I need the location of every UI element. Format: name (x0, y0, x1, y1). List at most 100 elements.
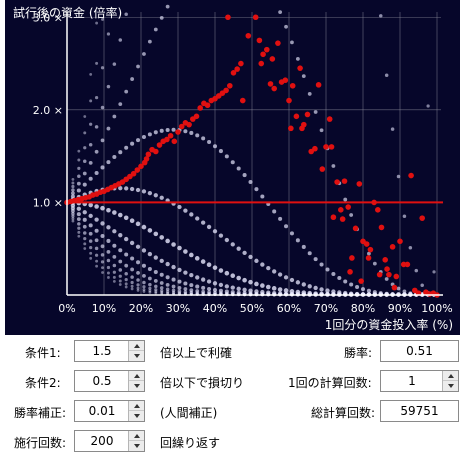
result-point (143, 156, 150, 162)
simulation-point (94, 253, 99, 257)
result-point (239, 97, 246, 104)
trials-spinner[interactable] (74, 430, 145, 452)
cond1-spinner[interactable] (74, 340, 145, 362)
cond1-increment-button[interactable] (129, 341, 144, 351)
calc-per-run-spin-buttons[interactable] (442, 371, 458, 391)
x-tick-label: 70% (314, 302, 338, 315)
grid (67, 12, 441, 295)
simulation-point (295, 289, 301, 295)
simulation-point (260, 289, 265, 295)
simulation-point (71, 188, 75, 192)
simulation-point (248, 179, 253, 185)
simulation-point (325, 267, 330, 272)
simulation-point (200, 277, 206, 282)
simulation-point (165, 282, 170, 287)
simulation-point (242, 291, 247, 296)
simulation-point (183, 290, 188, 294)
cond2-increment-button[interactable] (129, 371, 144, 381)
simulation-point (124, 252, 129, 257)
simulation-point (88, 143, 93, 147)
simulation-point (272, 269, 277, 274)
simulation-point (153, 279, 158, 283)
simulation-point (266, 290, 271, 295)
result-point (153, 148, 159, 155)
simulation-point (242, 250, 247, 256)
simulation-point (153, 270, 158, 275)
simulation-point (159, 235, 165, 240)
chevron-down-icon (133, 384, 140, 388)
simulation-point (135, 221, 141, 227)
calc-per-run-spinner[interactable] (380, 370, 459, 392)
simulation-point (337, 290, 342, 295)
simulation-point (408, 245, 413, 250)
result-point (356, 181, 363, 187)
simulation-point (106, 238, 111, 243)
y-tick-label: 2.0 × (33, 104, 63, 117)
simulation-cloud (64, 4, 437, 297)
calc-per-run-decrement-button[interactable] (443, 381, 458, 391)
simulation-point (153, 231, 159, 237)
cond2-decrement-button[interactable] (129, 381, 144, 391)
simulation-point (71, 214, 75, 218)
simulation-point (94, 125, 99, 129)
simulation-point (230, 290, 235, 295)
simulation-point (118, 233, 123, 238)
simulation-point (195, 275, 200, 280)
simulation-point (366, 288, 371, 293)
simulation-point (165, 127, 170, 132)
trials-input[interactable] (75, 431, 129, 451)
simulation-point (77, 230, 81, 234)
result-point (299, 125, 305, 132)
winrate-corr-input[interactable] (75, 401, 129, 421)
simulation-point (88, 239, 93, 243)
simulation-point (130, 256, 135, 261)
simulation-point (283, 288, 289, 293)
simulation-point (76, 181, 81, 186)
result-point (365, 255, 372, 261)
cond2-input[interactable] (75, 371, 129, 391)
cond2-spin-buttons[interactable] (128, 371, 144, 391)
result-point (323, 144, 329, 150)
cond2-spinner[interactable] (74, 370, 145, 392)
cond1-decrement-button[interactable] (129, 351, 144, 361)
simulation-point (89, 122, 93, 126)
winrate-corr-spin-buttons[interactable] (128, 401, 144, 421)
simulation-point (129, 218, 135, 224)
simulation-point (130, 284, 134, 288)
calc-per-run-input[interactable] (381, 371, 443, 391)
result-point (258, 60, 265, 67)
simulation-point (212, 265, 218, 270)
simulation-point (283, 275, 289, 280)
winrate-corr-spinner[interactable] (74, 400, 145, 422)
chevron-up-icon (133, 403, 140, 408)
x-tick-label: 100% (421, 302, 452, 315)
simulation-point (112, 270, 116, 274)
trials-decrement-button[interactable] (129, 441, 144, 451)
simulation-point (95, 259, 99, 263)
simulation-point (142, 280, 146, 285)
simulation-point (212, 144, 218, 149)
simulation-point (148, 282, 152, 287)
simulation-point (230, 285, 235, 290)
result-point (382, 257, 389, 263)
trials-spin-buttons[interactable] (128, 431, 144, 451)
simulation-point (154, 284, 158, 289)
trials-increment-button[interactable] (129, 431, 144, 441)
simulation-point (71, 177, 75, 181)
cond1-spin-buttons[interactable] (128, 341, 144, 361)
simulation-point (390, 127, 395, 131)
simulation-point (289, 289, 295, 294)
simulation-point (183, 249, 188, 254)
simulation-point (89, 99, 93, 103)
winrate-corr-decrement-button[interactable] (129, 411, 144, 421)
calc-per-run-increment-button[interactable] (443, 371, 458, 381)
winrate-corr-increment-button[interactable] (129, 401, 144, 411)
simulation-point (82, 182, 87, 187)
simulation-point (82, 224, 87, 229)
simulation-point (384, 277, 389, 281)
simulation-point (107, 276, 110, 279)
simulation-point (136, 286, 140, 290)
result-point (282, 77, 289, 84)
simulation-point (290, 40, 294, 45)
cond1-input[interactable] (75, 341, 129, 361)
